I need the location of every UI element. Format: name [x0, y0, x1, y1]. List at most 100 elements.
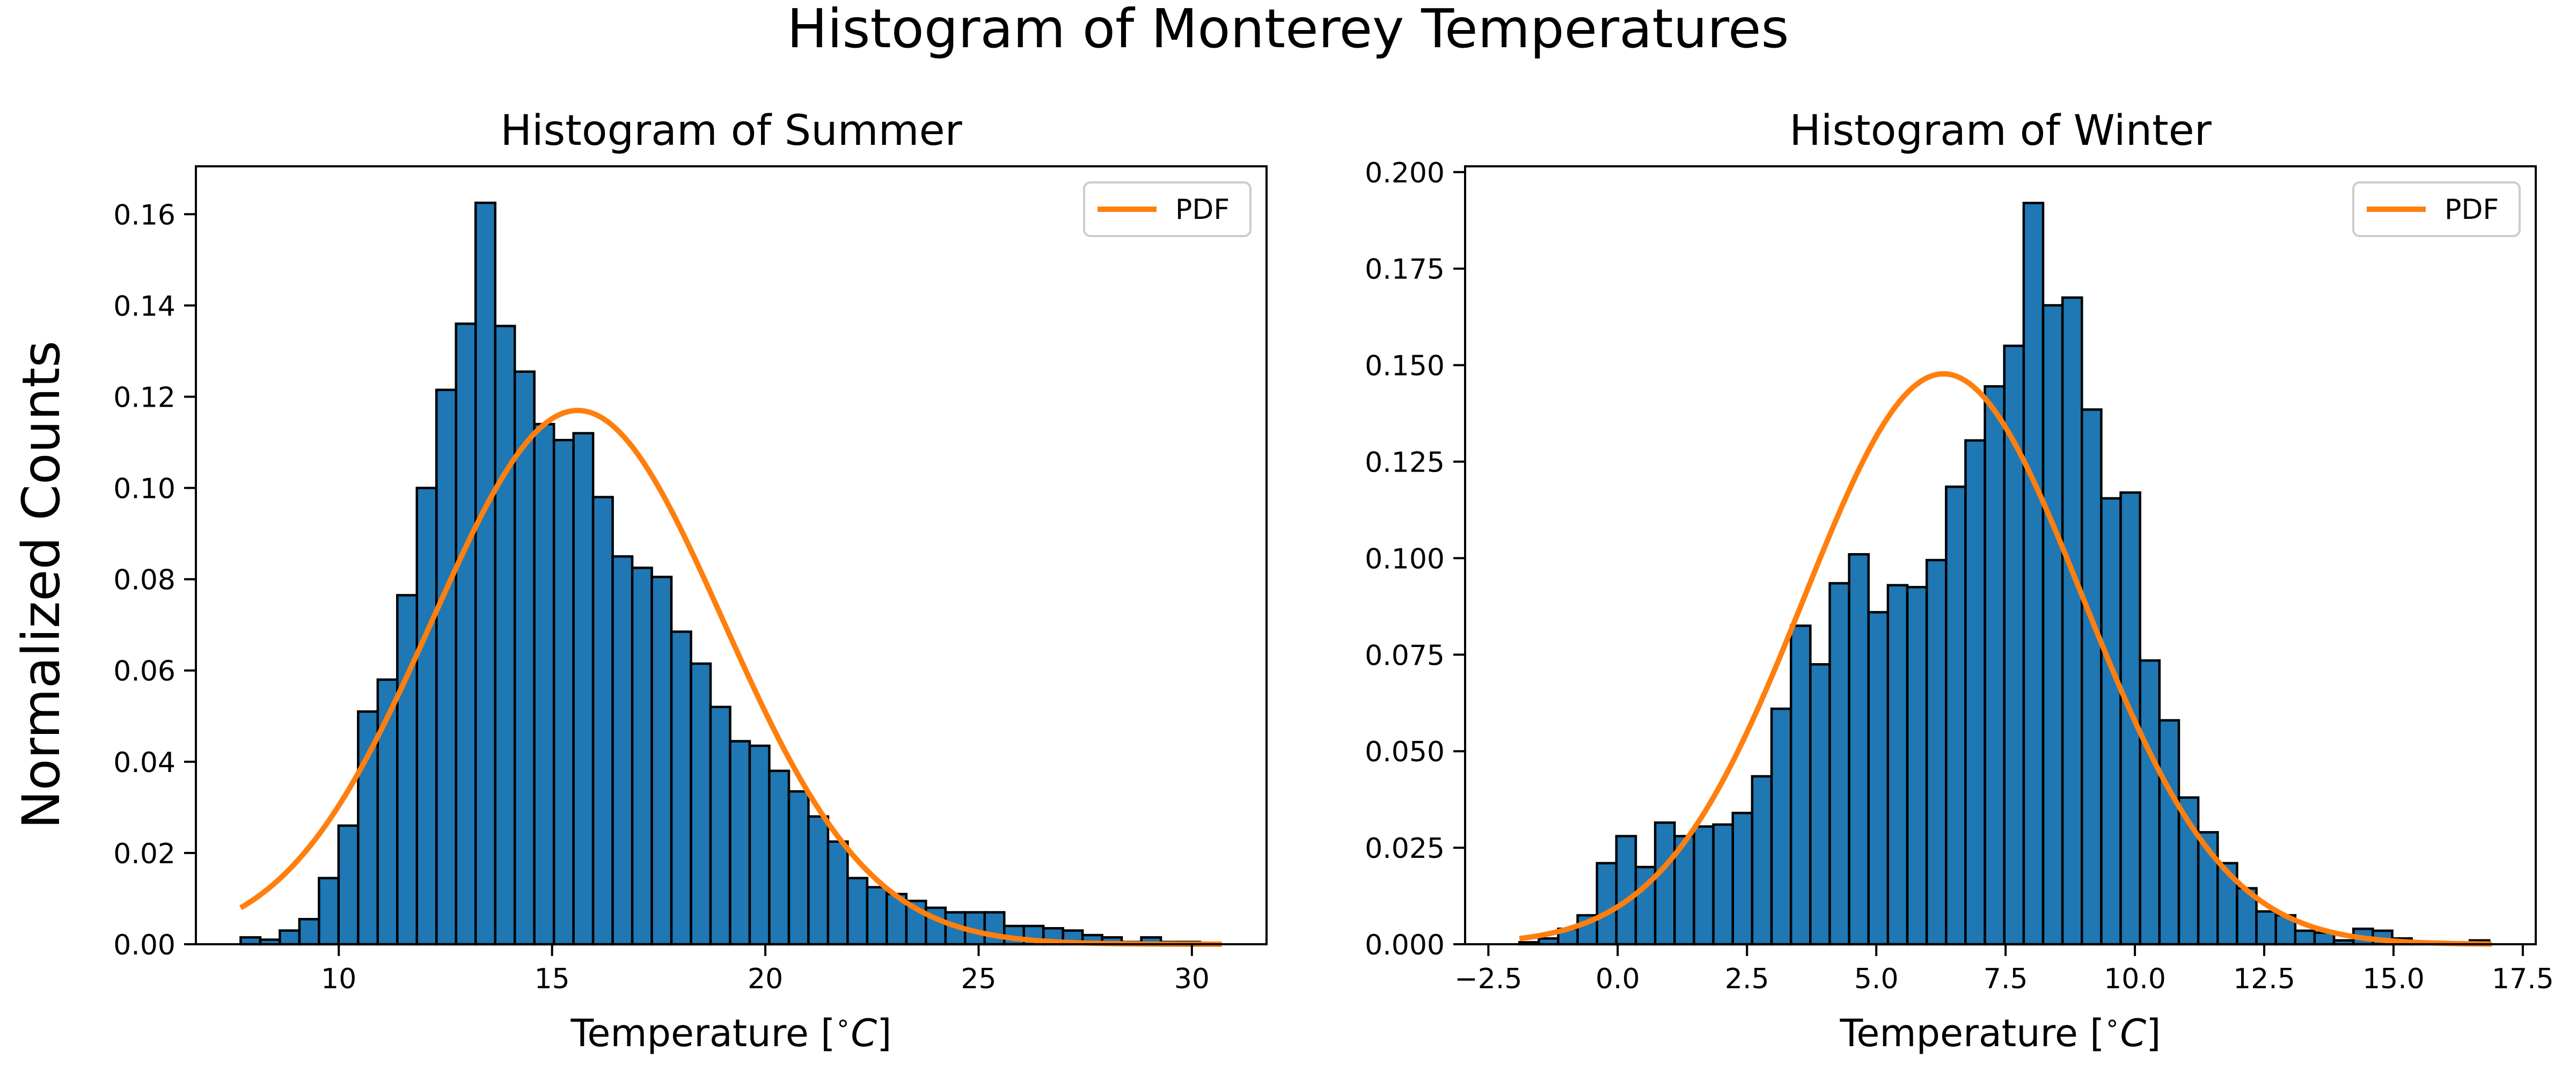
winter-y-tick-label: 0.050: [1365, 736, 1445, 768]
winter-x-tick-label: 12.5: [2233, 963, 2295, 995]
winter-y-tick-label: 0.200: [1365, 157, 1445, 189]
winter-histogram-bar: [1848, 553, 1870, 946]
winter-x-tick-label: 7.5: [1984, 963, 2028, 995]
summer-x-tick-label: 20: [748, 963, 783, 995]
summer-y-tick-label: 0.10: [113, 473, 175, 505]
summer-histogram-bar: [455, 322, 477, 946]
winter-histogram-bar: [2081, 408, 2103, 946]
summer-histogram-bar: [729, 740, 751, 946]
summer-histogram-bar: [983, 911, 1006, 946]
winter-x-tick-label: −2.5: [1454, 963, 1522, 995]
winter-histogram-bar: [1945, 486, 1967, 946]
summer-histogram-bar: [279, 929, 301, 946]
winter-axes-frame: [1464, 165, 2537, 945]
winter-histogram-bar: [1984, 385, 2006, 946]
winter-histogram-panel: Histogram of Winter −2.5 0.0 2.5 5.0 7.5 10.0 1…: [1365, 107, 2554, 1055]
winter-histogram-bar: [1693, 825, 1715, 946]
winter-histogram-bar: [1789, 624, 1812, 946]
summer-panel-title: Histogram of Summer: [500, 107, 962, 155]
summer-x-axis-label: Temperature [∘C]: [570, 1008, 892, 1055]
winter-histogram-bar: [1809, 663, 1831, 946]
summer-x-tick-label: 25: [961, 963, 996, 995]
winter-pdf-curve: [1519, 371, 2492, 947]
winter-y-tick-label: 0.075: [1365, 640, 1445, 672]
summer-histogram-bar: [631, 567, 653, 946]
winter-y-tick-label: 0.150: [1365, 350, 1445, 383]
summer-histogram-bar: [670, 630, 692, 946]
winter-histogram-bar: [1712, 823, 1734, 946]
winter-y-tick-label: 0.000: [1365, 929, 1445, 961]
winter-histogram-bar: [2003, 344, 2025, 946]
winter-histogram-bar: [2022, 202, 2045, 946]
winter-x-axis-label: Temperature [∘C]: [1840, 1008, 2161, 1055]
summer-histogram-bar: [552, 439, 575, 946]
summer-y-tick-label: 0.08: [113, 564, 175, 597]
summer-histogram-bar: [572, 432, 595, 946]
summer-y-tick-label: 0.14: [113, 290, 175, 322]
winter-legend-box: [2352, 181, 2521, 237]
summer-histogram-bar: [787, 790, 810, 946]
summer-legend-label: PDF: [1175, 194, 1230, 226]
winter-histogram-bar: [1653, 821, 1676, 946]
summer-histogram-bar: [866, 886, 888, 946]
winter-histogram-bar: [1906, 586, 1928, 946]
summer-y-tick-label: 0.06: [113, 656, 175, 688]
winter-histogram-bar: [1751, 775, 1773, 946]
winter-y-tick-label: 0.125: [1365, 446, 1445, 479]
winter-x-tick-label: 2.5: [1725, 963, 1769, 995]
summer-histogram-bar: [474, 201, 496, 946]
summer-histogram-bar: [494, 325, 516, 946]
winter-x-tick-label: 5.0: [1854, 963, 1899, 995]
winter-y-tick-label: 0.025: [1365, 833, 1445, 865]
summer-histogram-bar: [435, 388, 458, 946]
winter-histogram-bar: [2041, 304, 2064, 946]
winter-histogram-bar: [1731, 812, 1754, 946]
winter-histogram-bar: [1596, 862, 1618, 946]
summer-histogram-bar: [533, 423, 555, 946]
summer-histogram-bar: [337, 824, 360, 946]
winter-y-tick-label: 0.175: [1365, 254, 1445, 286]
winter-histogram-bar: [2139, 659, 2161, 946]
summer-x-tick-label: 30: [1174, 963, 1210, 995]
shared-y-axis-label: Normalized Counts: [11, 341, 71, 829]
winter-histogram-bar: [1867, 611, 1890, 946]
summer-histogram-bar: [591, 496, 614, 946]
winter-x-tick-label: 10.0: [2104, 963, 2166, 995]
summer-y-tick-label: 0.16: [113, 199, 175, 231]
summer-x-tick-label: 15: [535, 963, 570, 995]
winter-histogram-bar: [2158, 719, 2180, 946]
winter-histogram-bar: [1964, 439, 1986, 946]
winter-histogram-bar: [2294, 929, 2316, 946]
summer-x-tick-label: 10: [321, 963, 356, 995]
winter-x-tick-label: 0.0: [1596, 963, 1640, 995]
winter-x-tick-label: 17.5: [2492, 963, 2554, 995]
summer-histogram-bar: [807, 815, 830, 946]
figure-suptitle: Histogram of Monterey Temperatures: [787, 0, 1789, 60]
summer-legend-box: [1083, 181, 1252, 237]
winter-x-tick-label: 15.0: [2362, 963, 2425, 995]
winter-histogram-bar: [2119, 491, 2141, 946]
summer-axes-frame: [195, 165, 1268, 945]
winter-panel-title: Histogram of Winter: [1789, 107, 2212, 155]
summer-histogram-bar: [846, 877, 869, 946]
winter-histogram-bar: [1770, 707, 1792, 946]
summer-histogram-bar: [318, 877, 340, 946]
summer-histogram-bar: [513, 370, 536, 946]
summer-y-tick-label: 0.04: [113, 747, 175, 779]
winter-histogram-bar: [1828, 582, 1850, 946]
summer-y-tick-label: 0.12: [113, 381, 175, 414]
summer-histogram-bar: [650, 576, 673, 946]
summer-histogram-bar: [709, 705, 731, 946]
summer-histogram-bar: [298, 917, 320, 946]
winter-histogram-bar: [2061, 296, 2083, 946]
summer-histogram-bar: [690, 662, 712, 946]
summer-histogram-bar: [768, 769, 791, 946]
summer-histogram-bar: [396, 594, 419, 946]
summer-histogram-bar: [826, 840, 849, 946]
winter-histogram-bar: [2255, 910, 2277, 946]
winter-legend-label: PDF: [2445, 194, 2499, 226]
summer-y-tick-label: 0.02: [113, 838, 175, 870]
winter-histogram-bar: [2100, 497, 2122, 946]
winter-y-tick-label: 0.100: [1365, 543, 1445, 575]
